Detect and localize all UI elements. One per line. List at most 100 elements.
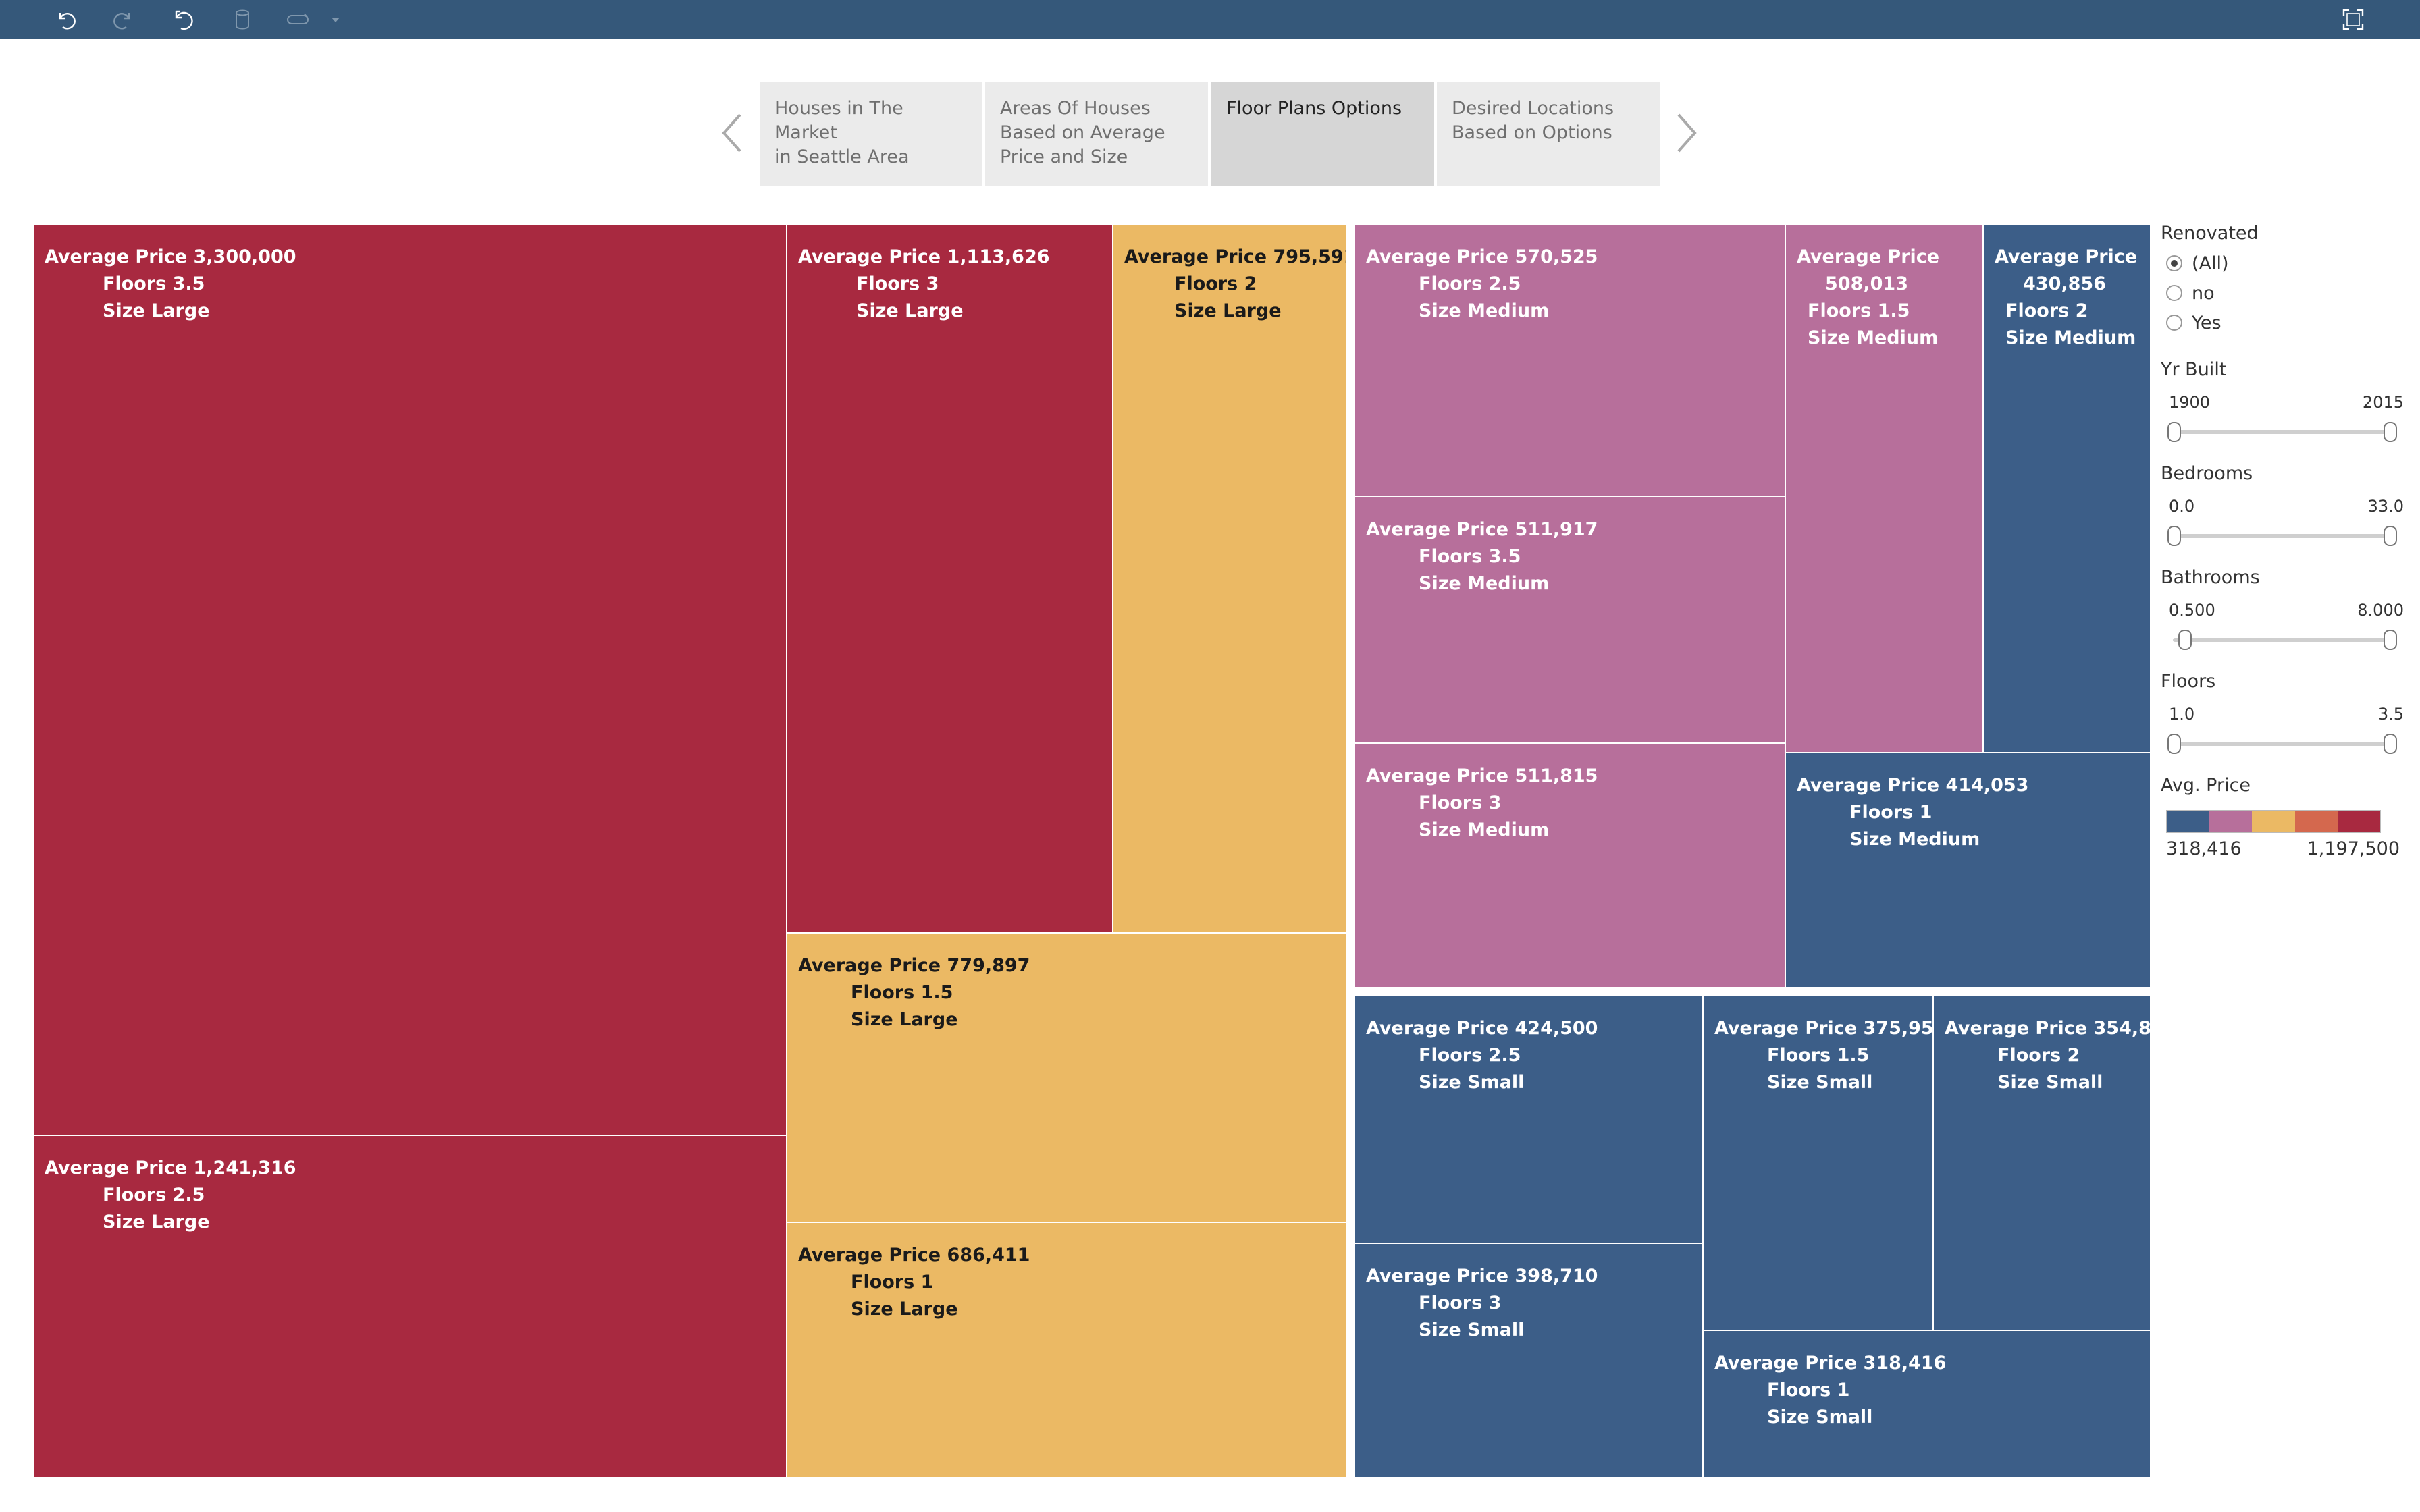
treemap-cell-size: Size Medium bbox=[1808, 327, 1939, 348]
treemap-cell[interactable]: Average Price 424,500 Floors 2.5 Size Smal… bbox=[1355, 996, 1702, 1243]
treemap-cell-size: Size Medium bbox=[1419, 819, 1550, 840]
renovated-filter-title: Renovated bbox=[2161, 223, 2259, 244]
bathrooms-min-handle[interactable] bbox=[2178, 630, 2192, 650]
radio-icon[interactable] bbox=[2166, 285, 2182, 301]
story-tab-label: in Seattle Area bbox=[774, 146, 910, 167]
treemap-cell[interactable]: Average Price 3,300,000 Floors 3.5 Size La… bbox=[34, 225, 786, 1135]
bedrooms-min-handle[interactable] bbox=[2167, 526, 2181, 546]
treemap-cell-size: Size Large bbox=[856, 300, 964, 321]
treemap-cell-price: Average Price 3,300,000 bbox=[45, 246, 296, 267]
bedrooms-filter-title: Bedrooms bbox=[2161, 463, 2253, 484]
treemap-cell-floors: Floors 1.5 bbox=[1767, 1045, 1870, 1066]
yr-built-max-value: 2015 bbox=[2362, 393, 2404, 412]
story-tab-floor-plans-options[interactable]: Floor Plans Options bbox=[1211, 82, 1434, 186]
treemap-cell[interactable]: Average Price 354,845 Floors 2 Size Small bbox=[1934, 996, 2150, 1330]
radio-icon[interactable] bbox=[2166, 315, 2182, 331]
bathrooms-max-value: 8.000 bbox=[2357, 601, 2404, 620]
treemap-cell-price: Average Price 1,113,626 bbox=[798, 246, 1050, 267]
treemap-cell-floors: Floors 2 bbox=[1174, 273, 1257, 294]
legend-swatch bbox=[2337, 811, 2381, 832]
floors-max-value: 3.5 bbox=[2377, 705, 2404, 724]
radio-label: (All) bbox=[2192, 252, 2229, 274]
treemap-cell-floors: Floors 1 bbox=[1849, 802, 1932, 823]
treemap-cell-size: Size Large bbox=[103, 300, 210, 321]
treemap-cell-floors: Floors 3 bbox=[1419, 792, 1502, 813]
yr-built-slider-track[interactable] bbox=[2173, 430, 2389, 434]
treemap-cell-floors: Floors 1.5 bbox=[1808, 300, 1910, 321]
bathrooms-slider-track[interactable] bbox=[2173, 638, 2389, 642]
revert-icon[interactable] bbox=[167, 4, 199, 35]
story-tab-label: Areas Of Houses bbox=[1000, 98, 1151, 119]
treemap-cell-price: Average Price 511,815 bbox=[1366, 765, 1598, 786]
treemap-cell[interactable]: Average Price 430,856 Floors 2 Size Medium bbox=[1984, 225, 2150, 752]
radio-selected-icon[interactable] bbox=[2166, 255, 2182, 271]
treemap-cell-size: Size Medium bbox=[1419, 573, 1550, 594]
floors-min-handle[interactable] bbox=[2167, 734, 2181, 754]
treemap-cell[interactable]: Average Price 511,917 Floors 3.5 Size Medi… bbox=[1355, 497, 1785, 742]
treemap-cell-size: Size Small bbox=[1767, 1072, 1873, 1093]
legend-swatch bbox=[2294, 811, 2338, 832]
floors-slider-track[interactable] bbox=[2173, 742, 2389, 746]
story-tab-desired-locations[interactable]: Desired Locations Based on Options bbox=[1437, 82, 1660, 186]
radio-label: no bbox=[2192, 282, 2215, 304]
treemap-cell-price-value: 508,013 bbox=[1825, 273, 1908, 294]
treemap-cell[interactable]: Average Price 779,897 Floors 1.5 Size Larg… bbox=[787, 934, 1346, 1222]
treemap-cell-floors: Floors 1 bbox=[1767, 1380, 1850, 1401]
treemap-cell[interactable]: Average Price 511,815 Floors 3 Size Medium bbox=[1355, 744, 1785, 987]
treemap-cell[interactable]: Average Price 1,241,316 Floors 2.5 Size La… bbox=[34, 1136, 786, 1477]
story-tab-houses-in-market[interactable]: Houses in The Market in Seattle Area bbox=[760, 82, 982, 186]
avg-price-color-legend[interactable] bbox=[2166, 810, 2381, 833]
treemap-cell[interactable]: Average Price 398,710 Floors 3 Size Small bbox=[1355, 1244, 1702, 1477]
toolbar bbox=[0, 0, 2420, 39]
bathrooms-max-handle[interactable] bbox=[2384, 630, 2397, 650]
yr-built-min-handle[interactable] bbox=[2167, 422, 2181, 442]
data-source-icon[interactable] bbox=[227, 4, 258, 35]
treemap-cell-floors: Floors 1.5 bbox=[851, 982, 953, 1003]
treemap-cell-price: Average Price 779,897 bbox=[798, 955, 1030, 976]
treemap-cell-price-value: 430,856 bbox=[2023, 273, 2106, 294]
undo-icon[interactable] bbox=[50, 4, 81, 35]
treemap-cell-size: Size Small bbox=[1419, 1320, 1525, 1341]
treemap-cell-price: Average Price 414,053 bbox=[1797, 775, 2029, 796]
treemap-cell[interactable]: Average Price 375,951 Floors 1.5 Size Smal… bbox=[1704, 996, 1932, 1330]
floors-max-handle[interactable] bbox=[2384, 734, 2397, 754]
treemap-cell-price-label: Average Price bbox=[1797, 246, 1940, 267]
treemap-cell-floors: Floors 3.5 bbox=[1419, 546, 1521, 567]
treemap-cell-floors: Floors 1 bbox=[851, 1272, 934, 1293]
story-tab-label: Floor Plans Options bbox=[1226, 98, 1402, 119]
renovated-option-yes[interactable]: Yes bbox=[2166, 309, 2221, 336]
treemap-cell-floors: Floors 2.5 bbox=[1419, 1045, 1521, 1066]
legend-swatch bbox=[2209, 811, 2253, 832]
treemap-cell-floors: Floors 3 bbox=[1419, 1293, 1502, 1314]
treemap-cell[interactable]: Average Price 1,113,626 Floors 3 Size Larg… bbox=[787, 225, 1112, 932]
fullscreen-icon[interactable] bbox=[2338, 4, 2369, 35]
story-tab-label: Houses in The Market bbox=[774, 98, 903, 143]
treemap-cell[interactable]: Average Price 318,416 Floors 1 Size Small bbox=[1704, 1331, 2150, 1477]
treemap-cell[interactable]: Average Price 795,591 Floors 2 Size Large bbox=[1113, 225, 1346, 932]
bedrooms-max-value: 33.0 bbox=[2367, 497, 2404, 516]
story-tab-areas-of-houses[interactable]: Areas Of Houses Based on Average Price a… bbox=[985, 82, 1208, 186]
yr-built-max-handle[interactable] bbox=[2384, 422, 2397, 442]
previous-story-point-arrow-icon[interactable] bbox=[716, 109, 749, 157]
treemap-cell-price: Average Price 1,241,316 bbox=[45, 1158, 296, 1179]
legend-swatch bbox=[2252, 811, 2295, 832]
bedrooms-max-handle[interactable] bbox=[2384, 526, 2397, 546]
yr-built-min-value: 1900 bbox=[2169, 393, 2211, 412]
renovated-option-no[interactable]: no bbox=[2166, 279, 2215, 306]
floors-filter-title: Floors bbox=[2161, 671, 2216, 692]
dropdown-caret-icon[interactable] bbox=[320, 4, 351, 35]
treemap-cell[interactable]: Average Price 508,013 Floors 1.5 Size Mediu… bbox=[1786, 225, 1982, 752]
treemap-cell[interactable]: Average Price 570,525 Floors 2.5 Size Medi… bbox=[1355, 225, 1785, 496]
bathrooms-filter-title: Bathrooms bbox=[2161, 567, 2260, 588]
treemap-cell[interactable]: Average Price 414,053 Floors 1 Size Medium bbox=[1786, 753, 2150, 987]
treemap-cell-size: Size Small bbox=[1767, 1407, 1873, 1428]
bedrooms-slider-track[interactable] bbox=[2173, 534, 2389, 538]
treemap-cell[interactable]: Average Price 686,411 Floors 1 Size Large bbox=[787, 1223, 1346, 1477]
pause-updates-icon[interactable] bbox=[282, 4, 313, 35]
next-story-point-arrow-icon[interactable] bbox=[1669, 109, 1703, 157]
treemap-cell-size: Size Medium bbox=[1849, 829, 1980, 850]
renovated-option-all[interactable]: (All) bbox=[2166, 250, 2229, 277]
treemap-cell-size: Size Large bbox=[851, 1299, 958, 1320]
redo-icon[interactable] bbox=[108, 4, 139, 35]
